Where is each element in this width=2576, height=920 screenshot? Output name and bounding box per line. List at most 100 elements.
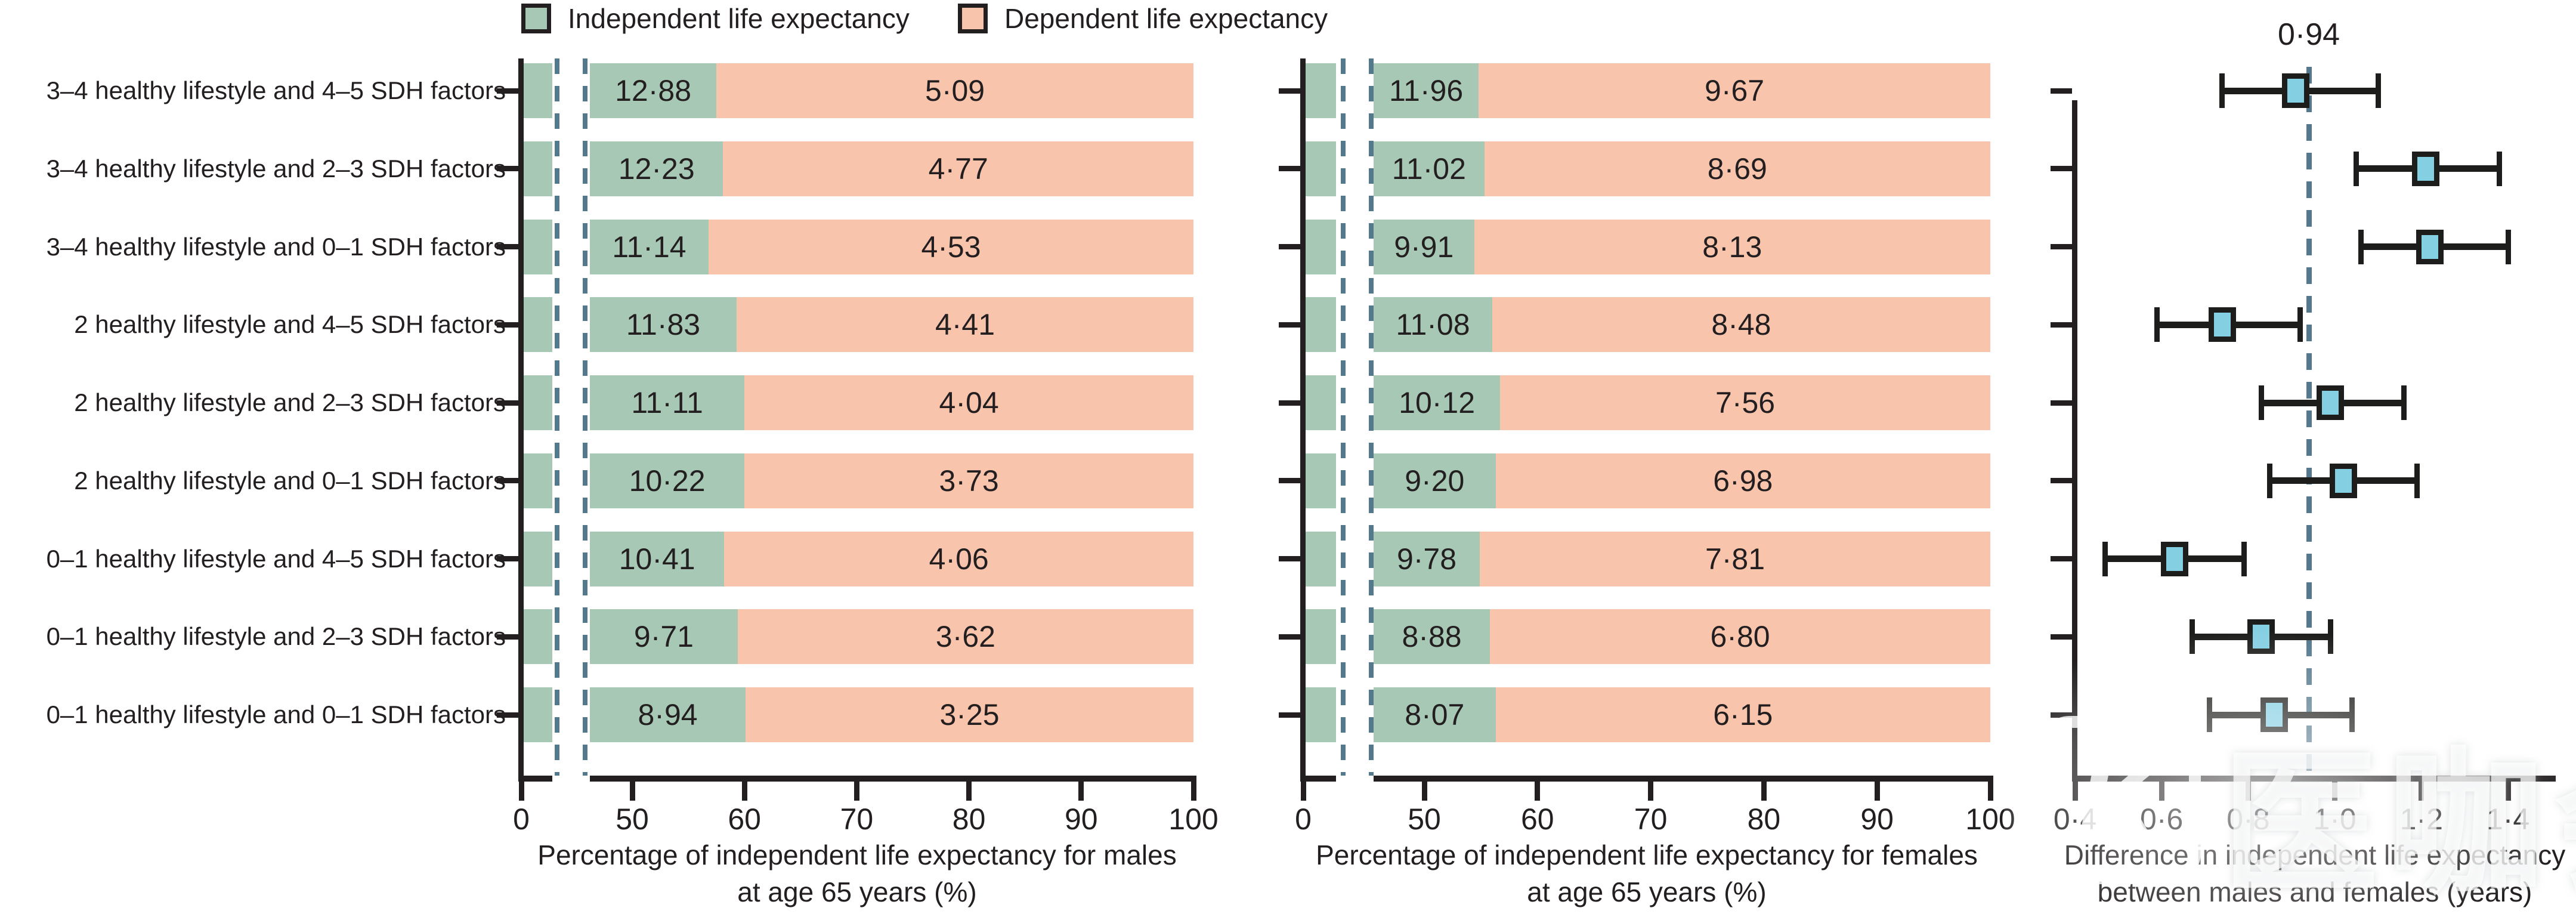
males-bar-dependent	[746, 687, 1193, 742]
females-independent-value: 9·20	[1405, 464, 1465, 498]
females-x-tick-label: 90	[1860, 802, 1894, 836]
females-axis-title-line2: at age 65 years (%)	[1527, 876, 1767, 907]
males-axis-title-line1: Percentage of independent life expectanc…	[537, 839, 1177, 870]
category-label: 2 healthy lifestyle and 0–1 SDH factors	[74, 466, 506, 495]
males-bar-dependent	[744, 453, 1193, 508]
forest-ci-cap-low	[2258, 385, 2264, 420]
males-bar-independent	[590, 687, 746, 742]
females-bar-independent-stub	[1306, 453, 1336, 508]
forest-ci-cap-low	[2358, 229, 2364, 264]
forest-x-tick-label: 0·6	[2140, 802, 2184, 836]
females-x-axis-segment	[1374, 776, 1993, 782]
males-x-tick-label: 90	[1064, 802, 1098, 836]
males-dependent-value: 4·53	[921, 230, 981, 264]
forest-reference-dashed-line	[2306, 67, 2312, 776]
forest-ci-cap-high	[2349, 697, 2355, 732]
forest-x-tick-label: 1·0	[2313, 802, 2357, 836]
males-y-tick	[497, 712, 518, 718]
males-y-axis-line	[518, 58, 524, 782]
males-bar-independent	[590, 297, 737, 353]
males-dependent-value: 3·25	[939, 698, 1000, 731]
males-dependent-value: 3·73	[939, 464, 999, 498]
females-x-tick-label: 70	[1634, 802, 1668, 836]
forest-x-tick	[2158, 782, 2164, 801]
females-independent-value: 11·02	[1391, 152, 1466, 186]
forest-y-tick	[2051, 634, 2072, 640]
females-dependent-value: 6·80	[1710, 620, 1770, 654]
males-independent-value: 9·71	[633, 620, 694, 654]
males-independent-value: 12·88	[615, 74, 692, 107]
females-dependent-value: 8·13	[1702, 230, 1762, 264]
males-dependent-value: 4·77	[928, 152, 988, 186]
males-bar-independent	[590, 453, 745, 508]
category-label: 0–1 healthy lifestyle and 0–1 SDH factor…	[46, 700, 506, 728]
males-x-tick-label: 70	[840, 802, 874, 836]
females-bar-independent-stub	[1306, 531, 1336, 586]
forest-ci-cap-high	[2401, 385, 2407, 420]
females-y-tick	[1279, 244, 1300, 249]
forest-point-estimate	[2412, 151, 2440, 186]
category-label: 3–4 healthy lifestyle and 2–3 SDH factor…	[46, 154, 506, 183]
males-bar-dependent	[737, 297, 1193, 353]
females-bar-independent	[1374, 531, 1480, 586]
males-bar-independent-stub	[524, 687, 552, 742]
females-x-tick	[1874, 782, 1880, 801]
females-axis-break-dashed-line	[1369, 58, 1374, 776]
forest-x-tick	[2332, 782, 2338, 801]
females-y-tick	[1279, 88, 1300, 94]
males-independent-value: 10·41	[619, 542, 695, 576]
males-bar-independent-stub	[524, 531, 552, 586]
females-independent-value: 9·91	[1394, 230, 1454, 264]
males-x-tick	[518, 782, 524, 801]
females-bar-independent	[1374, 609, 1490, 665]
males-x-axis-segment	[590, 776, 1196, 782]
forest-ci-cap-low	[2206, 697, 2212, 732]
females-x-tick	[1761, 782, 1767, 801]
category-label: 2 healthy lifestyle and 2–3 SDH factors	[74, 388, 506, 416]
females-independent-value: 9·78	[1396, 542, 1457, 576]
males-y-tick	[497, 400, 518, 406]
males-dependent-value: 4·06	[929, 542, 989, 576]
males-bar-dependent	[708, 219, 1193, 274]
males-bar-independent-stub	[524, 219, 552, 274]
category-label: 3–4 healthy lifestyle and 0–1 SDH factor…	[46, 232, 506, 261]
females-bar-dependent	[1474, 219, 1990, 274]
males-axis-break-dashed-line	[583, 58, 587, 776]
legend-label-dependent: Dependent life expectancy	[1004, 3, 1328, 34]
forest-y-tick	[2051, 244, 2072, 249]
females-bar-independent	[1374, 141, 1485, 196]
females-x-tick-label: 60	[1520, 802, 1554, 836]
forest-ci-cap-low	[2102, 541, 2108, 576]
females-bar-dependent	[1492, 297, 1990, 353]
males-dependent-value: 5·09	[925, 74, 985, 107]
males-independent-value: 12·23	[618, 152, 695, 186]
females-bar-independent	[1374, 219, 1474, 274]
females-bar-independent	[1374, 453, 1496, 508]
females-dependent-value: 6·15	[1713, 698, 1773, 731]
males-bar-independent-stub	[524, 297, 552, 353]
forest-y-tick	[2051, 322, 2072, 328]
females-bar-dependent	[1484, 141, 1990, 196]
females-bar-dependent	[1500, 375, 1990, 430]
forest-ci-cap-low	[2267, 463, 2273, 498]
males-y-tick	[497, 634, 518, 640]
males-x-tick-label: 60	[728, 802, 761, 836]
category-label: 3–4 healthy lifestyle and 4–5 SDH factor…	[46, 76, 506, 104]
females-x-tick-label: 100	[1965, 802, 2015, 836]
females-bar-independent-stub	[1306, 141, 1336, 196]
females-y-tick	[1279, 322, 1300, 328]
females-bar-dependent	[1495, 687, 1990, 742]
forest-ci-cap-high	[2375, 73, 2381, 108]
females-dependent-value: 7·56	[1715, 386, 1776, 419]
males-x-tick-label: 0	[513, 802, 530, 836]
females-y-tick	[1279, 400, 1300, 406]
females-x-tick	[1535, 782, 1541, 801]
females-bar-dependent	[1479, 63, 1990, 118]
males-y-tick	[497, 166, 518, 172]
forest-axis-title-line2: between males and females (years)	[2097, 876, 2532, 907]
males-axis-break-dashed-line	[555, 58, 559, 776]
males-x-axis-segment	[518, 776, 552, 782]
forest-axis-title-line1: Difference in independent life expectanc…	[2064, 839, 2566, 870]
forest-point-estimate	[2247, 619, 2275, 655]
females-dependent-value: 8·48	[1711, 308, 1771, 342]
